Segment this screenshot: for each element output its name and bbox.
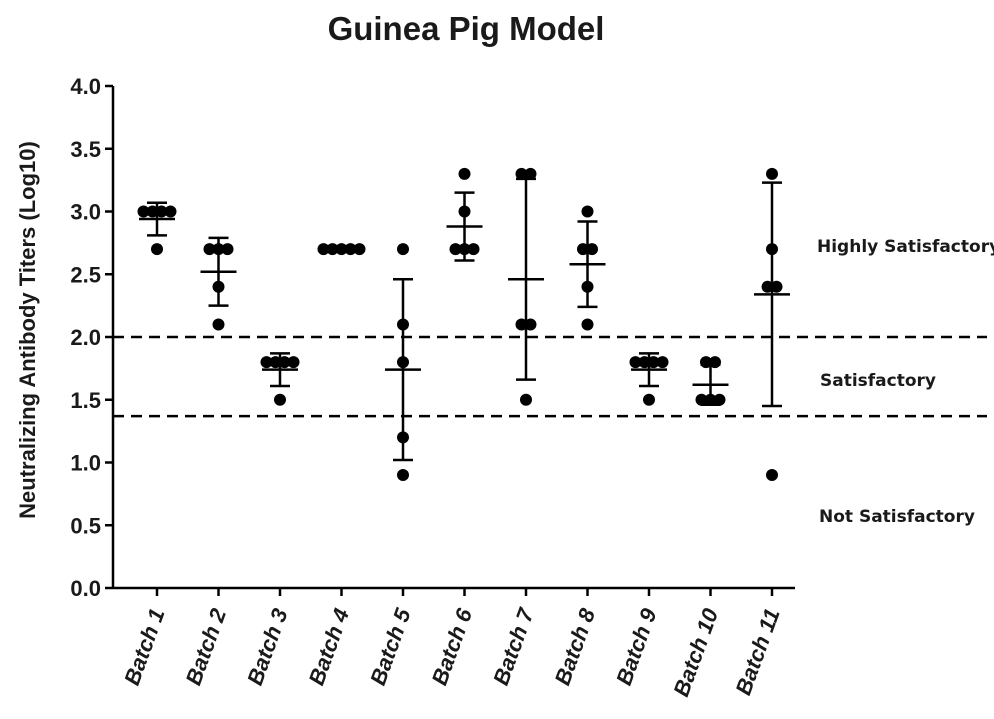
y-ticks: 0.0 0.5 1.0 1.5 2.0 2.5 3.0 3.5 4.0 — [70, 74, 113, 601]
y-tick-label: 1.5 — [70, 388, 101, 413]
data-point — [586, 243, 598, 256]
y-tick-label: 1.0 — [70, 451, 101, 476]
data-point — [278, 356, 291, 369]
data-point — [629, 356, 642, 369]
data-point — [137, 205, 150, 218]
data-point — [577, 243, 589, 256]
data-point — [212, 280, 225, 293]
data-point — [397, 318, 409, 331]
y-tick-label: 2.5 — [70, 262, 101, 287]
data-point — [155, 205, 168, 218]
data-point — [317, 243, 330, 256]
x-tick-label: Batch 10 — [668, 604, 723, 699]
data-point — [221, 243, 234, 256]
data-point — [643, 393, 655, 406]
data-point — [766, 469, 778, 482]
data-point — [770, 280, 783, 293]
data-point — [269, 356, 282, 369]
error-bars — [139, 177, 790, 462]
data-point — [353, 243, 366, 256]
data-point — [766, 167, 778, 180]
zone-label-not-satisfactory: Not Satisfactory — [819, 507, 975, 527]
data-point — [524, 167, 537, 180]
y-tick-label: 2.0 — [70, 325, 101, 350]
zone-label-highly-satisfactory: Highly Satisfactory — [817, 237, 994, 257]
data-point — [212, 318, 225, 331]
x-tick-label: Batch 2 — [181, 604, 232, 688]
data-point — [766, 243, 778, 256]
x-tick-label: Batch 5 — [365, 604, 416, 688]
x-tick-label: Batch 4 — [304, 605, 355, 688]
y-tick-label: 4.0 — [70, 74, 101, 99]
data-point — [458, 243, 471, 256]
data-point — [397, 356, 409, 369]
data-point — [458, 167, 471, 180]
data-point — [656, 356, 669, 369]
data-point — [151, 243, 163, 256]
data-point — [709, 356, 721, 369]
reference-lines — [113, 335, 987, 418]
data-point — [581, 280, 594, 293]
x-tick-label: Batch 3 — [242, 605, 293, 688]
x-ticks: Batch 1 Batch 2 Batch 3 Batch 4 Batch 5 Batch… — [119, 588, 785, 700]
data-point — [397, 469, 409, 482]
y-tick-label: 0.5 — [70, 513, 101, 538]
data-point — [695, 393, 708, 406]
x-tick-label: Batch 9 — [611, 604, 662, 688]
data-point — [212, 243, 225, 256]
data-point — [704, 393, 717, 406]
data-point — [335, 243, 348, 256]
y-tick-label: 0.0 — [70, 576, 101, 601]
data-point — [638, 356, 651, 369]
data-point — [274, 393, 286, 406]
data-point — [761, 280, 774, 293]
data-point — [397, 431, 409, 444]
data-point — [287, 356, 300, 369]
data-point — [326, 243, 339, 256]
data-point — [203, 243, 216, 256]
data-point — [647, 356, 660, 369]
data-point — [458, 205, 471, 218]
data-point — [467, 243, 480, 256]
data-point — [164, 205, 177, 218]
data-points — [137, 167, 783, 482]
x-tick-label: Batch 11 — [730, 605, 784, 698]
data-point — [700, 356, 712, 369]
data-point — [449, 243, 462, 256]
x-tick-label: Batch 6 — [427, 604, 478, 688]
data-point — [146, 205, 159, 218]
data-point — [397, 243, 409, 256]
x-tick-label: Batch 8 — [550, 604, 601, 688]
y-tick-label: 3.5 — [70, 137, 101, 162]
data-point — [260, 356, 273, 369]
chart-title: Guinea Pig Model — [328, 10, 605, 47]
data-point — [713, 393, 726, 406]
zone-label-satisfactory: Satisfactory — [820, 371, 936, 391]
data-point — [524, 318, 537, 331]
data-point — [515, 318, 528, 331]
data-point — [515, 167, 528, 180]
data-point — [581, 205, 594, 218]
data-point — [520, 393, 532, 406]
x-tick-label: Batch 7 — [488, 604, 539, 689]
y-tick-label: 3.0 — [70, 200, 101, 225]
data-point — [344, 243, 357, 256]
data-point — [581, 318, 594, 331]
x-tick-label: Batch 1 — [119, 605, 170, 688]
y-axis-label: Neutralizing Antibody Titers (Log10) — [15, 141, 40, 519]
